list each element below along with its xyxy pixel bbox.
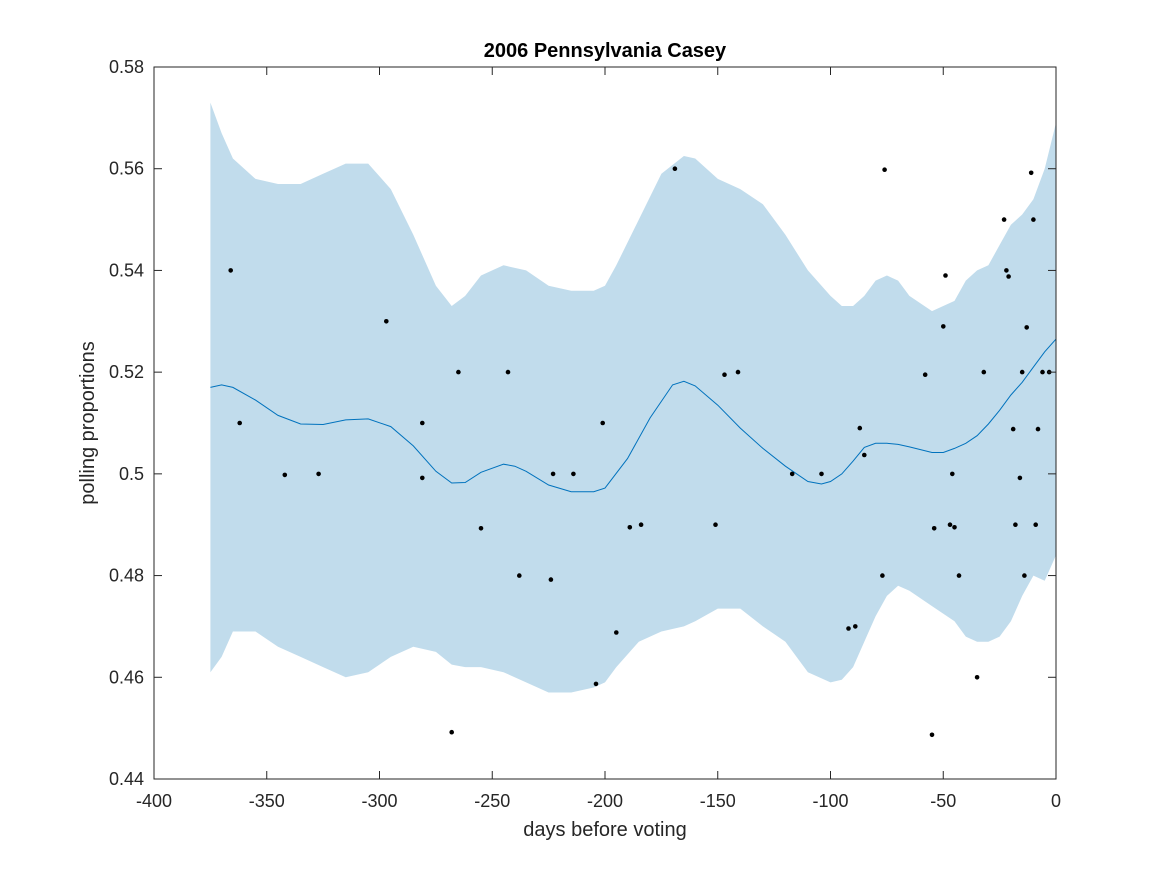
poll-point — [1024, 325, 1029, 330]
poll-point — [600, 420, 605, 426]
poll-point — [456, 369, 461, 375]
poll-point — [1006, 274, 1011, 279]
poll-point — [880, 573, 885, 578]
poll-point — [722, 372, 727, 378]
poll-point — [627, 525, 633, 530]
poll-point — [1004, 268, 1009, 273]
poll-point — [614, 630, 619, 635]
poll-point — [947, 522, 953, 527]
x-tick-label: -300 — [361, 791, 397, 811]
poll-point — [571, 471, 576, 477]
poll-point — [478, 526, 484, 531]
poll-points — [228, 166, 1052, 738]
poll-point — [846, 626, 851, 631]
y-tick-label: 0.56 — [109, 159, 144, 179]
x-axis: -400 -350 -300 -250 -200 -150 -100 -50 0 — [136, 67, 1061, 811]
poll-point — [282, 472, 288, 478]
poll-point — [941, 324, 946, 329]
y-tick-label: 0.5 — [119, 464, 144, 484]
x-tick-label: -250 — [474, 791, 510, 811]
y-tick-label: 0.44 — [109, 769, 144, 789]
y-tick-label: 0.54 — [109, 260, 144, 280]
confidence-band — [210, 102, 1056, 693]
poll-point — [713, 522, 718, 527]
y-tick-label: 0.52 — [109, 362, 144, 382]
y-axis: 0.44 0.46 0.48 0.5 0.52 0.54 0.56 0.58 — [109, 57, 1056, 789]
poll-point — [735, 369, 741, 375]
x-axis-label: days before voting — [523, 819, 686, 841]
x-tick-label: -200 — [587, 791, 623, 811]
poll-point — [981, 369, 987, 375]
x-tick-label: -50 — [930, 791, 956, 811]
poll-point — [1033, 522, 1038, 527]
poll-point — [1017, 475, 1023, 481]
mean-trend-line — [210, 338, 1057, 493]
poll-point — [789, 471, 795, 477]
poll-point — [1001, 217, 1007, 222]
y-tick-label: 0.46 — [109, 667, 144, 687]
poll-point — [929, 732, 935, 738]
poll-point — [1013, 522, 1018, 527]
chart-title: 2006 Pennsylvania Casey — [484, 40, 727, 62]
poll-point — [882, 167, 887, 172]
x-tick-label: -150 — [700, 791, 736, 811]
x-tick-label: 0 — [1051, 791, 1061, 811]
y-axis-label: polling proportions — [77, 341, 99, 504]
y-tick-label: 0.58 — [109, 57, 144, 77]
poll-point — [517, 573, 522, 578]
poll-point — [548, 577, 554, 582]
poll-point — [593, 681, 599, 687]
poll-point — [952, 525, 957, 530]
poll-point — [1031, 217, 1036, 222]
y-tick-label: 0.48 — [109, 566, 144, 586]
poll-point — [819, 471, 824, 477]
poll-point — [943, 273, 948, 278]
poll-point — [956, 573, 962, 578]
poll-point — [449, 729, 455, 735]
poll-point — [974, 675, 980, 680]
poll-point — [420, 475, 425, 481]
poll-point — [922, 372, 928, 378]
poll-point — [857, 425, 863, 431]
poll-point — [550, 471, 556, 477]
poll-point — [237, 420, 242, 426]
poll-point — [931, 526, 937, 531]
poll-point — [1035, 426, 1041, 432]
poll-point — [1028, 170, 1034, 176]
poll-point — [316, 471, 321, 477]
poll-point — [420, 420, 425, 426]
plot-area — [210, 102, 1057, 738]
x-tick-label: -400 — [136, 791, 172, 811]
x-tick-label: -100 — [812, 791, 848, 811]
poll-point — [384, 319, 389, 324]
poll-point — [853, 624, 858, 629]
poll-point — [1010, 426, 1016, 432]
poll-point — [1022, 573, 1027, 578]
x-tick-label: -350 — [249, 791, 285, 811]
poll-point — [228, 268, 233, 273]
poll-point — [950, 471, 955, 477]
poll-point — [862, 452, 867, 458]
poll-point — [1040, 369, 1045, 375]
poll-point — [672, 166, 678, 171]
poll-point — [638, 522, 644, 527]
poll-point — [1019, 369, 1025, 375]
poll-point — [505, 369, 511, 375]
